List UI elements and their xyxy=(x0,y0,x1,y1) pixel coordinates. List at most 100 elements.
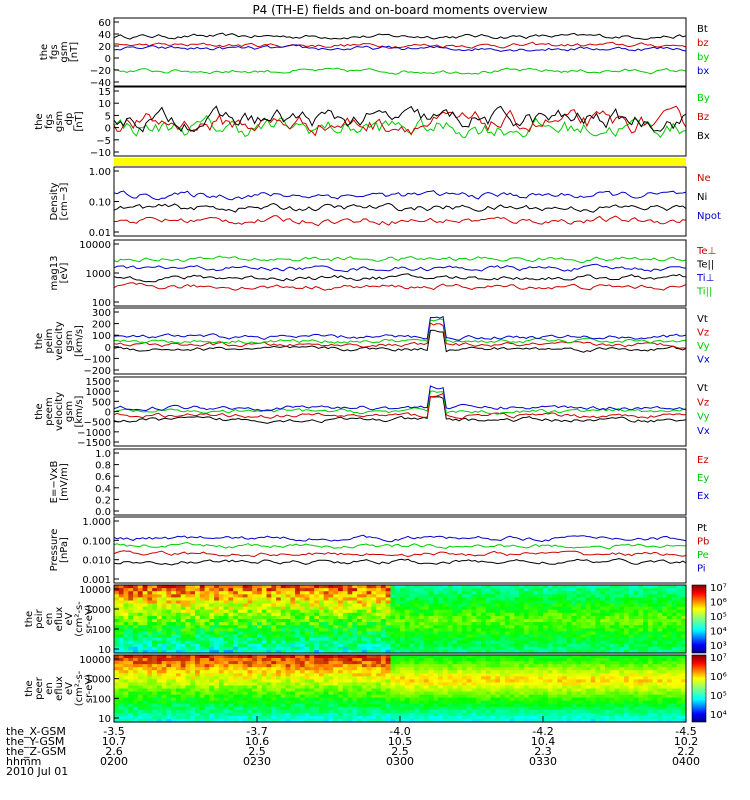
heatmap-cell xyxy=(342,591,349,595)
heatmap-cell xyxy=(376,619,382,623)
heatmap-cell xyxy=(328,591,334,595)
heatmap-cell xyxy=(380,646,387,651)
heatmap-cell xyxy=(361,634,368,639)
heatmap-cell xyxy=(319,700,325,705)
heatmap-cell xyxy=(161,612,168,617)
heatmap-cell xyxy=(290,664,296,668)
heatmap-cell xyxy=(185,606,191,611)
heatmap-cell xyxy=(380,585,387,589)
heatmap-cell xyxy=(252,697,258,702)
heatmap-cell xyxy=(357,719,363,723)
heatmap-cell xyxy=(566,609,573,614)
heatmap-cell xyxy=(195,655,201,659)
heatmap-cell xyxy=(152,628,158,632)
heatmap-cell xyxy=(338,655,344,659)
heatmap-cell xyxy=(576,594,582,598)
heatmap-cell xyxy=(223,658,229,662)
y-axis-label: [nPa] xyxy=(59,537,70,563)
y-tick-label: 1.00 xyxy=(89,167,111,178)
heatmap-cell xyxy=(328,670,334,674)
heatmap-cell xyxy=(390,637,396,642)
heatmap-cell xyxy=(247,612,253,617)
legend-label: by xyxy=(697,52,709,63)
heatmap-cell xyxy=(509,679,515,683)
heatmap-cell xyxy=(476,661,482,665)
heatmap-cell xyxy=(347,609,353,614)
heatmap-cell xyxy=(142,682,148,686)
heatmap-cell xyxy=(257,667,263,671)
heatmap-cell xyxy=(400,676,406,680)
heatmap-cell xyxy=(552,658,558,662)
heatmap-cell xyxy=(442,649,449,654)
heatmap-cell xyxy=(528,697,535,702)
heatmap-cell xyxy=(600,637,606,642)
heatmap-cell xyxy=(423,634,430,639)
heatmap-cell xyxy=(166,712,172,717)
heatmap-cell xyxy=(342,609,349,614)
heatmap-cell xyxy=(681,643,687,648)
heatmap-cell xyxy=(166,688,172,693)
heatmap-cell xyxy=(676,591,682,595)
heatmap-cell xyxy=(128,694,134,699)
heatmap-cell xyxy=(237,706,244,711)
heatmap-cell xyxy=(304,591,311,595)
heatmap-cell xyxy=(304,637,311,642)
heatmap-cell xyxy=(266,606,272,611)
heatmap-cell xyxy=(528,631,535,636)
heatmap-cell xyxy=(504,625,511,629)
heatmap-cell xyxy=(609,649,616,654)
heatmap-cell xyxy=(385,664,392,668)
heatmap-cell xyxy=(295,682,301,686)
heatmap-cell xyxy=(323,715,330,720)
heatmap-cell xyxy=(299,700,306,705)
heatmap-cell xyxy=(209,637,215,642)
heatmap-cell xyxy=(490,661,496,665)
heatmap-cell xyxy=(204,622,210,626)
heatmap-cell xyxy=(595,588,601,592)
heatmap-cell xyxy=(376,640,382,645)
heatmap-cell xyxy=(662,637,668,642)
heatmap-cell xyxy=(481,634,487,639)
heatmap-cell xyxy=(666,631,673,636)
heatmap-cell xyxy=(566,646,573,651)
heatmap-cell xyxy=(485,649,492,654)
heatmap-cell xyxy=(447,709,454,714)
heatmap-cell xyxy=(137,634,144,639)
y-tick-label: 0.6 xyxy=(95,472,111,483)
heatmap-cell xyxy=(352,697,358,702)
heatmap-cell xyxy=(462,606,468,611)
heatmap-cell xyxy=(452,694,458,699)
heatmap-cell xyxy=(509,688,515,693)
heatmap-cell xyxy=(328,715,334,720)
heatmap-cell xyxy=(466,670,473,674)
heatmap-cell xyxy=(581,700,587,705)
heatmap-cell xyxy=(519,688,525,693)
heatmap-cell xyxy=(261,600,268,605)
heatmap-cell xyxy=(628,649,635,654)
heatmap-cell xyxy=(214,691,220,696)
heatmap-cell xyxy=(218,594,225,598)
heatmap-cell xyxy=(657,628,663,632)
heatmap-cell xyxy=(495,591,501,595)
heatmap-cell xyxy=(371,640,377,645)
heatmap-cell xyxy=(547,694,554,699)
heatmap-cell xyxy=(390,700,396,705)
heatmap-cell xyxy=(371,697,377,702)
heatmap-cell xyxy=(452,612,458,617)
heatmap-cell xyxy=(576,676,582,680)
heatmap-cell xyxy=(380,697,387,702)
heatmap-cell xyxy=(671,585,678,589)
heatmap-cell xyxy=(152,637,158,642)
heatmap-cell xyxy=(156,670,163,674)
heatmap-cell xyxy=(433,706,439,711)
heatmap-cell xyxy=(571,609,577,614)
heatmap-cell xyxy=(218,712,225,717)
heatmap-cell xyxy=(433,719,439,723)
heatmap-cell xyxy=(476,634,482,639)
heatmap-cell xyxy=(585,622,592,626)
heatmap-cell xyxy=(357,673,363,677)
heatmap-cell xyxy=(433,679,439,683)
heatmap-cell xyxy=(166,594,172,598)
heatmap-cell xyxy=(523,694,530,699)
heatmap-cell xyxy=(462,700,468,705)
